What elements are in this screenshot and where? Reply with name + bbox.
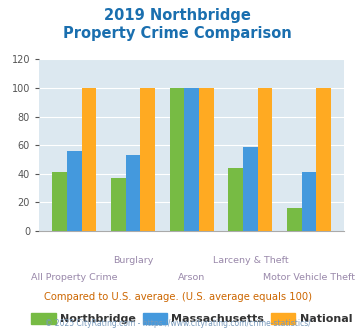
Text: Compared to U.S. average. (U.S. average equals 100): Compared to U.S. average. (U.S. average … [44,292,311,302]
Bar [126,155,140,231]
Bar [243,147,258,231]
Text: © 2025 CityRating.com - https://www.cityrating.com/crime-statistics/: © 2025 CityRating.com - https://www.city… [45,319,310,328]
Bar [67,151,82,231]
Bar [287,208,302,231]
Bar [140,88,155,231]
Text: Arson: Arson [178,273,205,282]
Text: Property Crime Comparison: Property Crime Comparison [63,26,292,41]
Bar [258,88,272,231]
Legend: Northbridge, Massachusetts, National: Northbridge, Massachusetts, National [27,309,355,329]
Bar [170,88,184,231]
Bar [184,88,199,231]
Bar [228,168,243,231]
Text: Burglary: Burglary [113,256,153,265]
Bar [82,88,96,231]
Bar [111,178,126,231]
Bar [316,88,331,231]
Text: 2019 Northbridge: 2019 Northbridge [104,8,251,23]
Bar [302,172,316,231]
Text: Motor Vehicle Theft: Motor Vehicle Theft [263,273,355,282]
Bar [52,172,67,231]
Text: All Property Crime: All Property Crime [31,273,118,282]
Bar [199,88,214,231]
Text: Larceny & Theft: Larceny & Theft [213,256,288,265]
